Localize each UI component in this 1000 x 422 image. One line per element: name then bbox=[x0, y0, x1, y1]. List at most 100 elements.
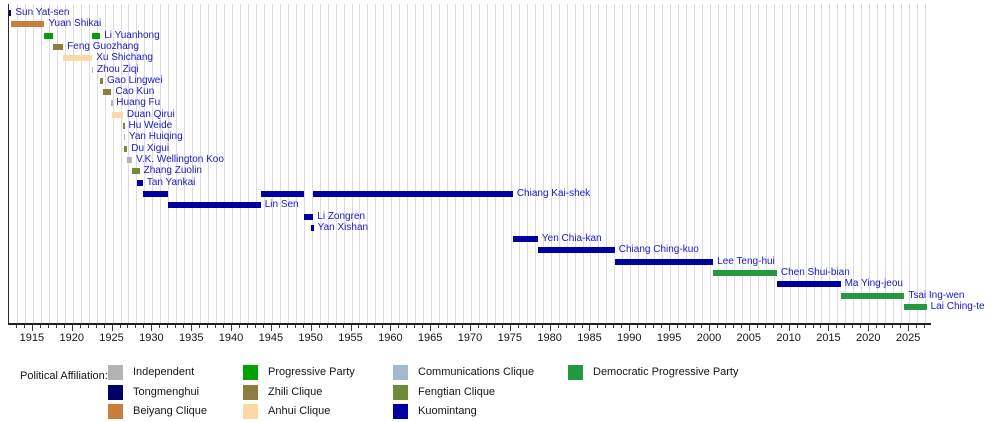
axis-minor-tick bbox=[167, 325, 169, 328]
year-gridline bbox=[566, 4, 568, 323]
year-gridline bbox=[470, 4, 472, 323]
axis-minor-tick bbox=[764, 325, 766, 328]
axis-minor-tick bbox=[541, 325, 543, 328]
axis-minor-tick bbox=[246, 325, 248, 328]
timeline-bar bbox=[9, 10, 12, 16]
axis-tick-label: 2005 bbox=[736, 332, 762, 344]
leader-label[interactable]: Li Zongren bbox=[317, 210, 366, 222]
leader-label[interactable]: Du Xigui bbox=[131, 142, 170, 154]
leader-label[interactable]: Zhang Zuolin bbox=[143, 165, 202, 177]
timeline-bar bbox=[123, 123, 125, 130]
leader-label[interactable]: Huang Fu bbox=[116, 97, 161, 109]
axis-minor-tick bbox=[533, 325, 535, 328]
leader-label[interactable]: Li Yuanhong bbox=[104, 29, 160, 41]
leader-label[interactable]: Ma Ying-jeou bbox=[844, 278, 903, 290]
axis-major-tick bbox=[669, 325, 671, 331]
year-gridline bbox=[686, 4, 688, 323]
year-gridline bbox=[343, 4, 345, 323]
leader-label[interactable]: Zhou Ziqi bbox=[97, 63, 139, 75]
axis-minor-tick bbox=[406, 325, 408, 328]
leader-label[interactable]: V.K. Wellington Koo bbox=[136, 154, 224, 165]
year-gridline bbox=[885, 4, 887, 323]
axis-minor-tick bbox=[15, 325, 17, 328]
axis-minor-tick bbox=[422, 325, 424, 328]
year-gridline bbox=[646, 4, 648, 323]
legend: Political Affiliation: Independent Tongme… bbox=[0, 362, 1000, 422]
year-gridline bbox=[224, 4, 226, 323]
axis-minor-tick bbox=[135, 325, 137, 328]
axis-major-tick bbox=[231, 325, 233, 331]
axis-minor-tick bbox=[334, 325, 336, 328]
year-gridline bbox=[510, 4, 512, 323]
timeline-bar bbox=[776, 281, 841, 288]
legend-label: Anhui Clique bbox=[268, 405, 331, 417]
timeline-bar bbox=[92, 32, 101, 39]
leader-label[interactable]: Lee Teng-hui bbox=[717, 255, 775, 267]
year-gridline bbox=[781, 4, 783, 323]
legend-swatch-independent bbox=[108, 365, 123, 380]
axis-major-tick bbox=[589, 325, 591, 331]
axis-tick-label: 1995 bbox=[656, 332, 682, 344]
axis-minor-tick bbox=[501, 325, 503, 328]
leader-label[interactable]: Hu Weide bbox=[128, 120, 173, 132]
leader-label[interactable]: Chiang Kai-shek bbox=[516, 187, 591, 199]
axis-minor-tick bbox=[414, 325, 416, 328]
axis-minor-tick bbox=[621, 325, 623, 328]
timeline-bar bbox=[124, 145, 128, 152]
year-gridline bbox=[64, 4, 66, 323]
timeline-bar bbox=[313, 190, 513, 197]
axis-major-tick bbox=[71, 325, 73, 331]
leader-label[interactable]: Yen Chia-kan bbox=[541, 233, 602, 245]
leader-label[interactable]: Gao Lingwei bbox=[106, 74, 163, 86]
year-gridline bbox=[351, 4, 353, 323]
timeline-bar bbox=[137, 179, 143, 186]
legend-label: Zhili Clique bbox=[268, 385, 323, 398]
axis-minor-tick bbox=[796, 325, 798, 328]
year-gridline bbox=[32, 4, 34, 323]
leader-label[interactable]: Yuan Shikai bbox=[48, 18, 102, 30]
year-gridline bbox=[160, 4, 162, 323]
axis-minor-tick bbox=[215, 325, 217, 328]
year-gridline bbox=[128, 4, 130, 323]
year-gridline bbox=[399, 4, 401, 323]
leader-label[interactable]: Yan Xishan bbox=[317, 221, 369, 233]
timeline-bar bbox=[142, 190, 168, 197]
x-axis: 1915 1920 1925 1930 1935 1940 1945 1950 1955 1960… bbox=[8, 325, 938, 357]
leader-label[interactable]: Lai Ching-te bbox=[930, 301, 985, 312]
axis-tick-label: 1965 bbox=[417, 332, 443, 344]
year-gridline bbox=[717, 4, 719, 323]
leader-label[interactable]: Tan Yankai bbox=[146, 176, 196, 188]
axis-minor-tick bbox=[183, 325, 185, 328]
leader-label[interactable]: Feng Guozhang bbox=[67, 40, 139, 52]
axis-minor-tick bbox=[358, 325, 360, 328]
leader-label[interactable]: Tsai Ing-wen bbox=[908, 289, 965, 301]
axis-major-tick bbox=[509, 325, 511, 331]
leader-label[interactable]: Chen Shui-bian bbox=[780, 267, 850, 279]
axis-minor-tick bbox=[525, 325, 527, 328]
leader-label[interactable]: Xu Shichang bbox=[96, 52, 153, 64]
axis-minor-tick bbox=[653, 325, 655, 328]
leader-label[interactable]: Lin Sen bbox=[264, 199, 299, 211]
year-gridline bbox=[622, 4, 624, 323]
year-gridline bbox=[598, 4, 600, 323]
leader-label[interactable]: Yan Huiqing bbox=[128, 131, 183, 143]
axis-minor-tick bbox=[398, 325, 400, 328]
leader-label[interactable]: Chiang Ching-kuo bbox=[618, 244, 699, 256]
year-gridline bbox=[638, 4, 640, 323]
legend-swatch-progressive bbox=[243, 365, 258, 380]
year-gridline bbox=[558, 4, 560, 323]
year-gridline bbox=[176, 4, 178, 323]
timeline-bar bbox=[91, 66, 94, 73]
year-gridline bbox=[534, 4, 536, 323]
timeline-bar bbox=[53, 43, 64, 50]
year-gridline bbox=[502, 4, 504, 323]
leader-label[interactable]: Cao Kun bbox=[115, 86, 155, 98]
legend-swatch-zhili bbox=[243, 384, 258, 400]
year-gridline bbox=[733, 4, 735, 323]
axis-minor-tick bbox=[597, 325, 599, 328]
leader-label[interactable]: Duan Qirui bbox=[126, 108, 175, 120]
leader-label[interactable]: Sun Yat-sen bbox=[15, 7, 70, 18]
timeline-bar bbox=[512, 236, 538, 243]
axis-major-tick bbox=[748, 325, 750, 331]
axis-major-tick bbox=[390, 325, 392, 331]
